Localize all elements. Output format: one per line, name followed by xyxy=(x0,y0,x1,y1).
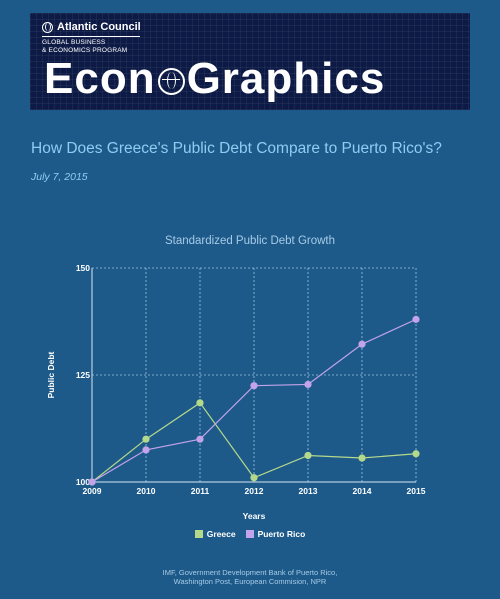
org-name: Atlantic Council xyxy=(57,21,141,33)
y-tick-label-150: 150 xyxy=(76,263,90,273)
source-line-1: IMF, Government Development Bank of Puer… xyxy=(162,568,338,577)
data-point-greece-2012 xyxy=(250,474,258,482)
legend-label-puerto-rico: Puerto Rico xyxy=(257,529,306,539)
chart-legend: Greece Puerto Rico xyxy=(0,529,500,539)
data-point-puerto-rico-2011 xyxy=(196,435,204,443)
data-point-puerto-rico-2009 xyxy=(88,478,96,486)
source-line-2: Washington Post, European Commision, NPR xyxy=(173,577,327,586)
data-point-puerto-rico-2014 xyxy=(358,340,366,348)
data-point-greece-2015 xyxy=(412,450,420,458)
data-point-greece-2010 xyxy=(142,435,150,443)
program-name: GLOBAL BUSINESS & ECONOMICS PROGRAM xyxy=(42,39,127,54)
wordmark-left: Econ xyxy=(44,54,156,103)
x-tick-label-2012: 2012 xyxy=(245,486,264,496)
x-tick-label-2011: 2011 xyxy=(191,486,210,496)
program-line-2: & ECONOMICS PROGRAM xyxy=(42,46,128,54)
data-point-greece-2014 xyxy=(358,454,366,462)
x-tick-label-2010: 2010 xyxy=(137,486,156,496)
data-point-greece-2013 xyxy=(304,451,312,460)
x-tick-label-2013: 2013 xyxy=(299,486,318,496)
y-tick-label-125: 125 xyxy=(76,370,90,380)
program-line-1: GLOBAL BUSINESS xyxy=(42,39,106,46)
legend-swatch-greece xyxy=(194,530,203,538)
x-tick-label-2014: 2014 xyxy=(353,486,372,496)
econographics-banner: Atlantic Council GLOBAL BUSINESS & ECONO… xyxy=(30,13,470,110)
wordmark-globe-icon xyxy=(157,67,185,95)
y-tick-label-100: 100 xyxy=(76,477,90,487)
econographics-wordmark: Econ Graphics xyxy=(44,55,385,103)
series-line-greece xyxy=(91,401,417,483)
wordmark-right: Graphics xyxy=(186,54,386,103)
legend-label-greece: Greece xyxy=(206,529,236,539)
data-point-puerto-rico-2015 xyxy=(412,315,420,323)
legend-swatch-puerto-rico xyxy=(245,530,254,538)
x-axis-label: Years xyxy=(243,511,266,521)
data-point-puerto-rico-2010 xyxy=(142,446,150,454)
x-tick-label-2009: 2009 xyxy=(83,486,102,496)
chart-title: Standardized Public Debt Growth xyxy=(164,235,336,247)
legend-item-puerto-rico: Puerto Rico xyxy=(245,529,306,539)
data-point-greece-2011 xyxy=(196,399,204,407)
article-date: July 7, 2015 xyxy=(31,171,88,183)
org-row: Atlantic Council xyxy=(42,21,141,33)
x-tick-label-2015: 2015 xyxy=(407,486,426,496)
data-point-puerto-rico-2013 xyxy=(304,380,312,389)
article-headline: How Does Greece's Public Debt Compare to… xyxy=(31,140,442,157)
org-divider xyxy=(42,36,140,37)
data-point-puerto-rico-2012 xyxy=(250,382,258,390)
source-note: IMF, Government Development Bank of Puer… xyxy=(0,568,500,586)
globe-icon xyxy=(42,21,53,33)
legend-item-greece: Greece xyxy=(194,529,236,539)
y-axis-label: Public Debt xyxy=(46,351,56,398)
